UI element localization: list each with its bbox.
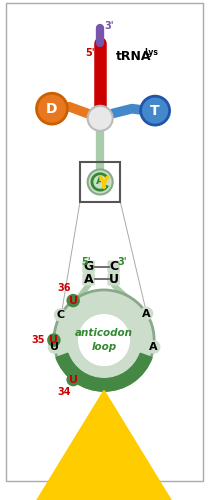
Text: U: U bbox=[69, 296, 78, 306]
Circle shape bbox=[66, 294, 80, 308]
Text: 3': 3' bbox=[117, 257, 127, 267]
Circle shape bbox=[78, 314, 130, 366]
Text: Lys: Lys bbox=[144, 48, 158, 56]
Wedge shape bbox=[56, 354, 152, 391]
Text: T: T bbox=[150, 104, 160, 118]
Circle shape bbox=[54, 308, 67, 322]
Text: A: A bbox=[142, 308, 151, 318]
Text: 36: 36 bbox=[57, 284, 70, 294]
Circle shape bbox=[47, 334, 61, 347]
Text: A: A bbox=[149, 342, 158, 352]
Circle shape bbox=[88, 106, 113, 131]
Circle shape bbox=[147, 340, 161, 354]
Text: 5': 5' bbox=[86, 48, 95, 58]
Text: A: A bbox=[96, 176, 104, 186]
Text: C: C bbox=[109, 260, 118, 274]
Text: C: C bbox=[57, 310, 65, 320]
Circle shape bbox=[48, 340, 61, 354]
Text: 34: 34 bbox=[57, 386, 70, 396]
Circle shape bbox=[66, 373, 80, 386]
Text: U: U bbox=[69, 374, 78, 384]
Text: tRNA: tRNA bbox=[116, 50, 151, 64]
Text: D: D bbox=[46, 102, 58, 116]
Circle shape bbox=[54, 290, 154, 390]
FancyBboxPatch shape bbox=[82, 273, 95, 285]
Circle shape bbox=[37, 94, 67, 124]
FancyBboxPatch shape bbox=[82, 260, 95, 273]
Text: 5': 5' bbox=[81, 257, 90, 267]
Text: anticodon: anticodon bbox=[75, 328, 133, 338]
Text: 3': 3' bbox=[104, 20, 114, 30]
Text: A: A bbox=[84, 273, 93, 286]
Bar bbox=[80, 162, 120, 202]
Circle shape bbox=[88, 170, 113, 194]
Text: U: U bbox=[50, 342, 59, 352]
FancyBboxPatch shape bbox=[107, 273, 120, 285]
Text: 35: 35 bbox=[32, 335, 45, 345]
FancyBboxPatch shape bbox=[107, 260, 120, 273]
Text: loop: loop bbox=[92, 342, 117, 352]
Text: U: U bbox=[49, 335, 58, 345]
Circle shape bbox=[140, 307, 153, 320]
Circle shape bbox=[141, 96, 169, 125]
Text: U: U bbox=[109, 273, 119, 286]
Text: G: G bbox=[83, 260, 94, 274]
